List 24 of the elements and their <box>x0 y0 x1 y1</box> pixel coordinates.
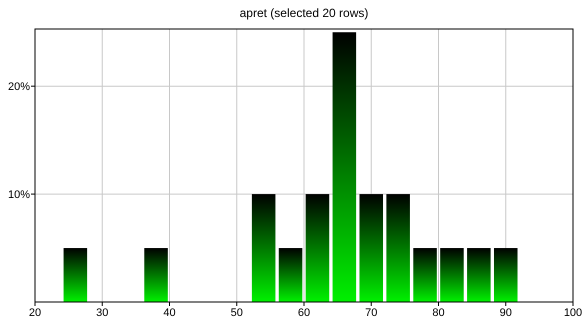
x-tick-label: 100 <box>564 307 582 319</box>
x-tick-label: 40 <box>163 307 176 319</box>
bar <box>359 194 384 302</box>
bar <box>332 32 356 302</box>
bar <box>64 248 88 302</box>
bar <box>144 248 168 302</box>
bar <box>252 194 276 302</box>
bar <box>467 248 491 302</box>
bar <box>440 248 464 302</box>
x-tick-label: 90 <box>500 307 512 319</box>
x-tick-label: 70 <box>365 307 378 319</box>
x-tick-label: 60 <box>298 307 310 319</box>
y-tick-label: 20% <box>8 81 30 94</box>
x-tick-label: 30 <box>96 307 108 319</box>
chart-title: apret (selected 20 rows) <box>240 6 368 20</box>
x-tick-label: 80 <box>432 307 445 319</box>
x-tick-label: 20 <box>28 307 42 319</box>
bar <box>278 248 302 302</box>
bar <box>306 194 330 302</box>
bar <box>386 194 410 302</box>
x-tick-label: 50 <box>230 307 243 319</box>
bar <box>494 248 518 302</box>
bar <box>413 248 437 302</box>
y-tick-label: 10% <box>8 189 30 202</box>
